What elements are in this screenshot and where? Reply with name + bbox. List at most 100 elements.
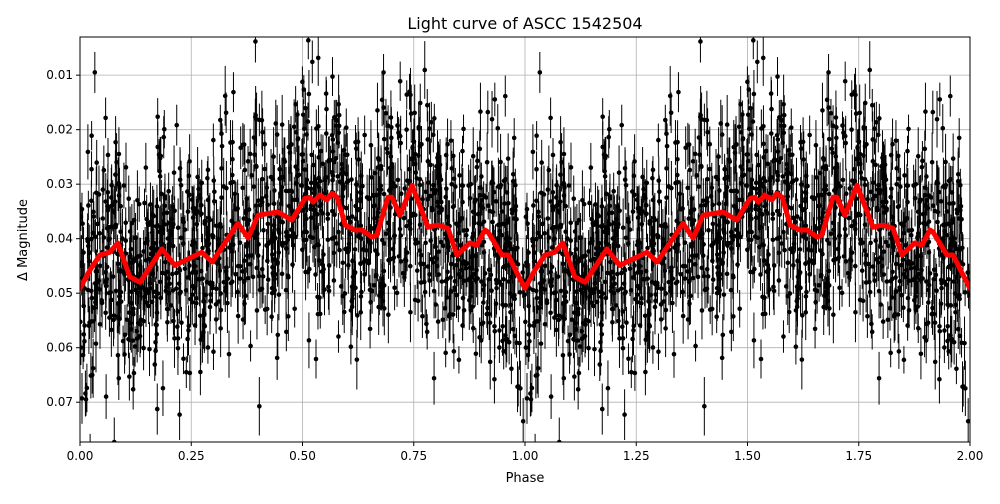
point-marker <box>714 314 719 319</box>
point-marker <box>710 259 715 264</box>
point-marker <box>486 110 491 115</box>
point-marker <box>171 319 176 324</box>
point-marker <box>155 204 160 209</box>
point-marker <box>478 109 483 114</box>
point-marker <box>452 349 457 354</box>
point-marker <box>231 90 236 95</box>
point-marker <box>890 270 895 275</box>
point-marker <box>398 227 403 232</box>
data-point <box>344 108 349 146</box>
point-marker <box>641 187 646 192</box>
point-marker <box>693 152 698 157</box>
point-marker <box>706 228 711 233</box>
data-point <box>206 331 211 364</box>
point-marker <box>763 312 768 317</box>
point-marker <box>249 173 254 178</box>
point-marker <box>91 214 96 219</box>
point-marker <box>775 133 780 138</box>
point-marker <box>432 376 437 381</box>
point-marker <box>716 154 721 159</box>
data-point <box>881 304 886 339</box>
point-marker <box>924 322 929 327</box>
point-marker <box>355 207 360 212</box>
point-marker <box>919 351 924 356</box>
point-marker <box>762 258 767 263</box>
data-point <box>504 311 509 368</box>
point-marker <box>206 345 211 350</box>
point-marker <box>161 386 166 391</box>
point-marker <box>863 222 868 227</box>
point-marker <box>375 108 380 113</box>
point-marker <box>492 329 497 334</box>
data-point <box>650 161 655 195</box>
point-marker <box>212 199 217 204</box>
point-marker <box>888 306 893 311</box>
point-marker <box>788 291 793 296</box>
point-marker <box>211 138 216 143</box>
data-point <box>316 30 321 86</box>
point-marker <box>873 163 878 168</box>
point-marker <box>751 38 756 43</box>
point-marker <box>113 172 118 177</box>
point-marker <box>386 312 391 317</box>
data-point <box>238 126 243 169</box>
data-point <box>672 331 677 378</box>
point-marker <box>330 133 335 138</box>
data-point <box>86 124 91 179</box>
point-marker <box>935 117 940 122</box>
point-marker <box>779 123 784 128</box>
data-point <box>696 164 701 208</box>
point-marker <box>820 108 825 113</box>
data-point <box>368 309 373 348</box>
data-point <box>404 80 409 109</box>
point-marker <box>647 324 652 329</box>
point-marker <box>843 227 848 232</box>
point-marker <box>573 229 578 234</box>
point-marker <box>619 286 624 291</box>
point-marker <box>829 231 834 236</box>
point-marker <box>729 288 734 293</box>
point-marker <box>224 110 229 115</box>
point-marker <box>457 173 462 178</box>
point-marker <box>944 233 949 238</box>
point-marker <box>832 236 837 241</box>
point-marker <box>334 123 339 128</box>
point-marker <box>868 290 873 295</box>
point-marker <box>548 310 553 315</box>
point-marker <box>600 407 605 412</box>
point-marker <box>633 297 638 302</box>
point-marker <box>399 191 404 196</box>
point-marker <box>90 296 95 301</box>
point-marker <box>490 220 495 225</box>
data-point <box>478 83 483 141</box>
point-marker <box>830 151 835 156</box>
point-marker <box>155 114 160 119</box>
point-marker <box>187 159 192 164</box>
point-marker <box>656 178 661 183</box>
point-marker <box>205 176 210 181</box>
point-marker <box>524 215 529 220</box>
data-point <box>227 331 232 378</box>
point-marker <box>344 125 349 130</box>
data-point <box>923 83 928 141</box>
point-marker <box>129 247 134 252</box>
data-point <box>949 311 954 368</box>
point-marker <box>396 178 401 183</box>
point-marker <box>731 275 736 280</box>
point-marker <box>317 258 322 263</box>
point-marker <box>951 156 956 161</box>
point-marker <box>271 154 276 159</box>
data-point <box>155 185 160 228</box>
point-marker <box>176 225 181 230</box>
point-marker <box>471 154 476 159</box>
point-marker <box>488 320 493 325</box>
point-marker <box>387 236 392 241</box>
point-marker <box>662 268 667 273</box>
point-marker <box>771 285 776 290</box>
point-marker <box>433 302 438 307</box>
point-marker <box>738 164 743 169</box>
point-marker <box>877 376 882 381</box>
point-marker <box>82 332 87 337</box>
point-marker <box>306 38 311 43</box>
point-marker <box>562 152 567 157</box>
